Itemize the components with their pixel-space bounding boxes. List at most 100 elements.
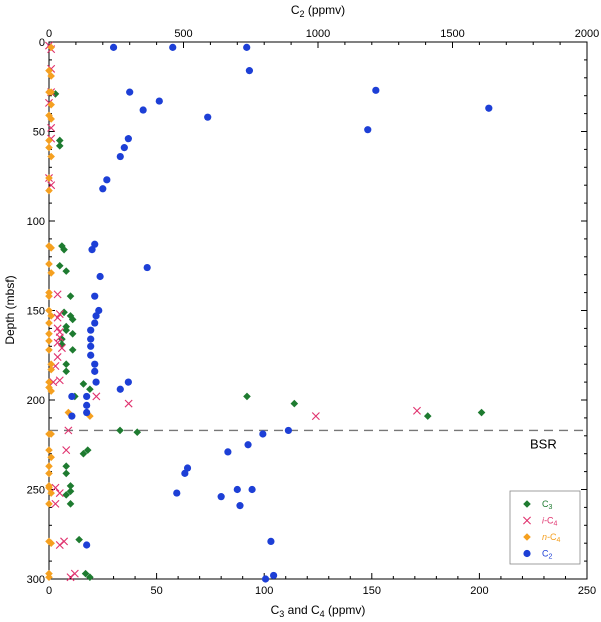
point-c3 (62, 367, 71, 376)
point-c2 (126, 88, 134, 96)
point-c2 (83, 392, 91, 401)
plot-area (48, 41, 588, 580)
point-n-c4 (45, 186, 53, 195)
legend-marker-i-c4 (523, 516, 531, 525)
point-i-c4 (55, 541, 64, 549)
point-c2 (259, 430, 267, 438)
point-c2 (217, 493, 225, 501)
bottom-tick-label: 200 (470, 585, 488, 597)
point-i-c4 (55, 489, 64, 498)
point-i-c4 (55, 333, 64, 342)
point-c2 (236, 502, 244, 510)
point-c2 (96, 272, 104, 281)
point-c2 (92, 378, 100, 386)
point-i-c4 (51, 499, 60, 508)
point-n-c4 (47, 539, 55, 547)
point-c2 (91, 367, 99, 375)
point-i-c4 (53, 324, 62, 333)
point-n-c4 (47, 244, 55, 252)
point-c2 (68, 392, 76, 401)
point-n-c4 (47, 152, 55, 161)
y-axis-ticks: 0 50 100 150 200 250 300 (27, 37, 587, 586)
point-n-c4 (45, 383, 53, 392)
point-c3 (81, 569, 90, 578)
legend-marker-c2 (523, 549, 531, 558)
point-c2 (87, 351, 95, 359)
point-n-c4 (45, 346, 53, 354)
bottom-axis-ticks: 0 50 100 150 200 250 (46, 573, 596, 597)
point-c3 (55, 136, 64, 145)
point-n-c4 (45, 319, 53, 327)
point-n-c4 (45, 306, 53, 315)
point-c2 (233, 485, 241, 494)
top-tick-label: 500 (174, 28, 192, 40)
point-c3 (62, 462, 71, 471)
point-c3 (75, 535, 83, 544)
point-i-c4 (55, 310, 64, 319)
point-c2 (143, 263, 151, 272)
point-i-c4 (53, 313, 62, 322)
bottom-tick-label: 250 (578, 585, 596, 597)
series-c2 (68, 43, 493, 583)
point-c3 (86, 573, 94, 582)
point-i-c4 (53, 290, 62, 299)
point-n-c4 (45, 66, 53, 75)
point-c2 (95, 306, 103, 315)
point-c2 (116, 385, 124, 393)
point-i-c4 (51, 483, 60, 492)
point-c3 (55, 261, 64, 270)
point-c2 (91, 240, 99, 248)
point-c2 (116, 152, 124, 161)
point-n-c4 (45, 537, 53, 546)
point-c3 (243, 392, 251, 401)
point-c2 (91, 360, 99, 368)
y-tick-label: 150 (27, 306, 45, 318)
point-c2 (169, 43, 177, 51)
point-c3 (68, 346, 77, 354)
point-c2 (245, 67, 254, 75)
y-tick-label: 200 (27, 395, 45, 407)
bsr-label: BSR (530, 436, 557, 451)
legend-label: C2 (542, 549, 553, 561)
y-tick-label: 50 (33, 127, 45, 139)
bottom-tick-label: 100 (255, 585, 273, 597)
point-c3 (116, 426, 124, 435)
point-n-c4 (45, 174, 53, 182)
point-n-c4 (47, 269, 55, 277)
top-tick-label: 1500 (440, 28, 464, 40)
point-i-c4 (49, 378, 58, 387)
point-n-c4 (47, 312, 55, 320)
point-c3 (68, 329, 77, 338)
point-c2 (270, 571, 278, 580)
point-n-c4 (47, 115, 55, 123)
point-i-c4 (53, 353, 62, 362)
point-c3 (66, 487, 75, 496)
point-c3 (423, 412, 432, 420)
point-n-c4 (45, 143, 53, 152)
y-tick-label: 0 (39, 37, 45, 49)
point-c2 (124, 135, 132, 143)
point-c2 (83, 401, 91, 409)
point-n-c4 (45, 573, 53, 582)
point-c3 (133, 428, 142, 437)
point-c2 (284, 426, 293, 435)
point-c3 (62, 326, 71, 334)
point-c3 (62, 360, 71, 368)
point-c3 (79, 449, 88, 458)
point-n-c4 (45, 260, 53, 268)
series-i-c4 (45, 41, 421, 582)
point-c2 (248, 485, 256, 494)
point-c3 (66, 312, 75, 320)
point-n-c4 (45, 111, 53, 120)
point-c3 (86, 385, 94, 394)
point-c2 (91, 319, 99, 327)
bottom-tick-label: 150 (363, 585, 381, 597)
point-n-c4 (47, 72, 55, 80)
point-c3 (60, 308, 68, 317)
point-c3 (66, 482, 75, 490)
point-n-c4 (47, 365, 55, 374)
point-c2 (155, 97, 163, 105)
y-tick-label: 300 (27, 574, 45, 586)
point-i-c4 (124, 399, 133, 408)
